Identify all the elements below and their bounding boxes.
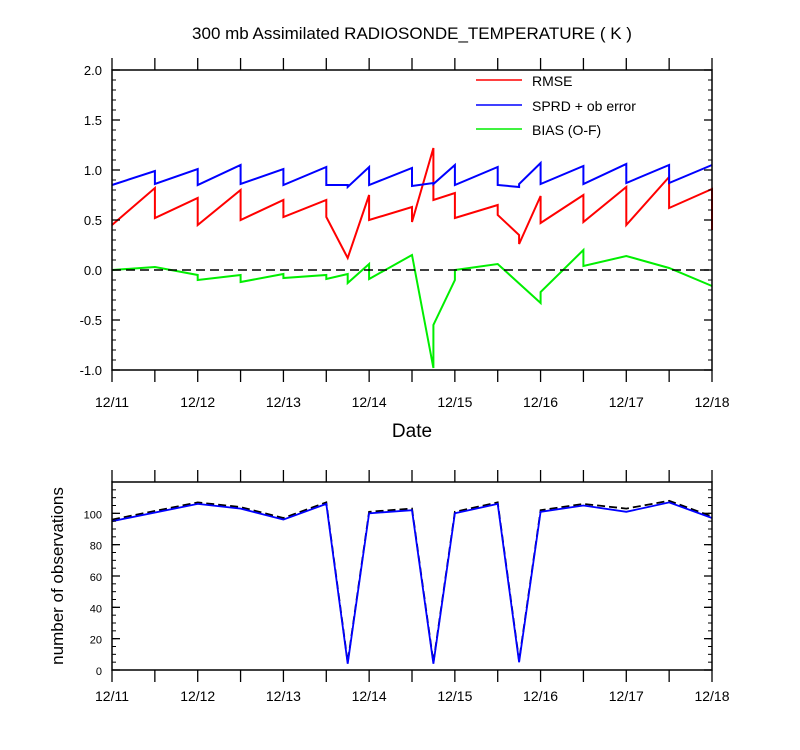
top-series-group (111, 147, 713, 369)
y-axis-title-observations: number of observations (48, 487, 67, 665)
x-tick-label: 12/16 (523, 688, 558, 704)
legend-label-rmse: RMSE (532, 73, 572, 89)
y-tick-label: -1.0 (80, 363, 102, 378)
x-axis-title: Date (392, 421, 432, 442)
series-line-bias-o-f (111, 247, 713, 369)
y-tick-label: 0 (96, 666, 102, 678)
x-tick-label: 12/12 (180, 394, 215, 410)
bottom-series-group (111, 499, 713, 664)
y-tick-label: 40 (90, 603, 102, 615)
legend-label-bias: BIAS (O-F) (532, 122, 601, 138)
x-tick-label: 12/16 (523, 394, 558, 410)
x-tick-label: 12/18 (694, 688, 729, 704)
y-tick-label: 1.0 (84, 163, 102, 178)
x-tick-label: 12/18 (694, 394, 729, 410)
x-tick-label: 12/14 (352, 394, 387, 410)
y-tick-label: 20 (90, 635, 102, 647)
x-tick-label: 12/15 (437, 394, 472, 410)
series-line-rmse (111, 147, 713, 261)
y-tick-label: 0.0 (84, 263, 102, 278)
x-tick-label: 12/11 (95, 688, 129, 704)
x-tick-label: 12/13 (266, 394, 301, 410)
y-tick-label: 1.5 (84, 113, 102, 128)
y-tick-label: -0.5 (80, 313, 102, 328)
top-ticks-group (111, 58, 713, 382)
y-tick-label: 2.0 (84, 63, 102, 78)
legend: RMSE SPRD + ob error BIAS (O-F) (476, 73, 636, 138)
bottom-plot: 0 20 40 60 80 100 12/11 12/12 12/13 12/14 12/15 12/… (48, 470, 730, 704)
y-tick-label: 80 (90, 541, 102, 553)
bottom-tick-labels: 0 20 40 60 80 100 12/11 12/12 12/13 12/14 12/15 12/… (84, 509, 730, 704)
x-tick-label: 12/12 (180, 688, 215, 704)
series-line-assimilated-observations (111, 501, 713, 664)
series-line-possible-observations (111, 499, 713, 663)
x-tick-label: 12/17 (609, 394, 644, 410)
y-tick-label: 60 (90, 572, 102, 584)
y-tick-label: 100 (84, 509, 102, 521)
x-tick-label: 12/17 (609, 688, 644, 704)
x-tick-label: 12/11 (95, 394, 129, 410)
chart-title: 300 mb Assimilated RADIOSONDE_TEMPERATUR… (192, 24, 632, 43)
x-tick-label: 12/14 (352, 688, 387, 704)
top-tick-labels: -1.0 -0.5 0.0 0.5 1.0 1.5 2.0 12/11 12/12 12/13 12… (80, 63, 730, 410)
series-line-sprd-ob-error (111, 160, 713, 190)
x-tick-label: 12/15 (437, 688, 472, 704)
top-plot: -1.0 -0.5 0.0 0.5 1.0 1.5 2.0 12/11 12/12 12/13 12… (80, 58, 730, 442)
bottom-ticks-group (111, 470, 713, 682)
x-tick-label: 12/13 (266, 688, 301, 704)
legend-label-sprd: SPRD + ob error (532, 98, 636, 114)
y-tick-label: 0.5 (84, 213, 102, 228)
